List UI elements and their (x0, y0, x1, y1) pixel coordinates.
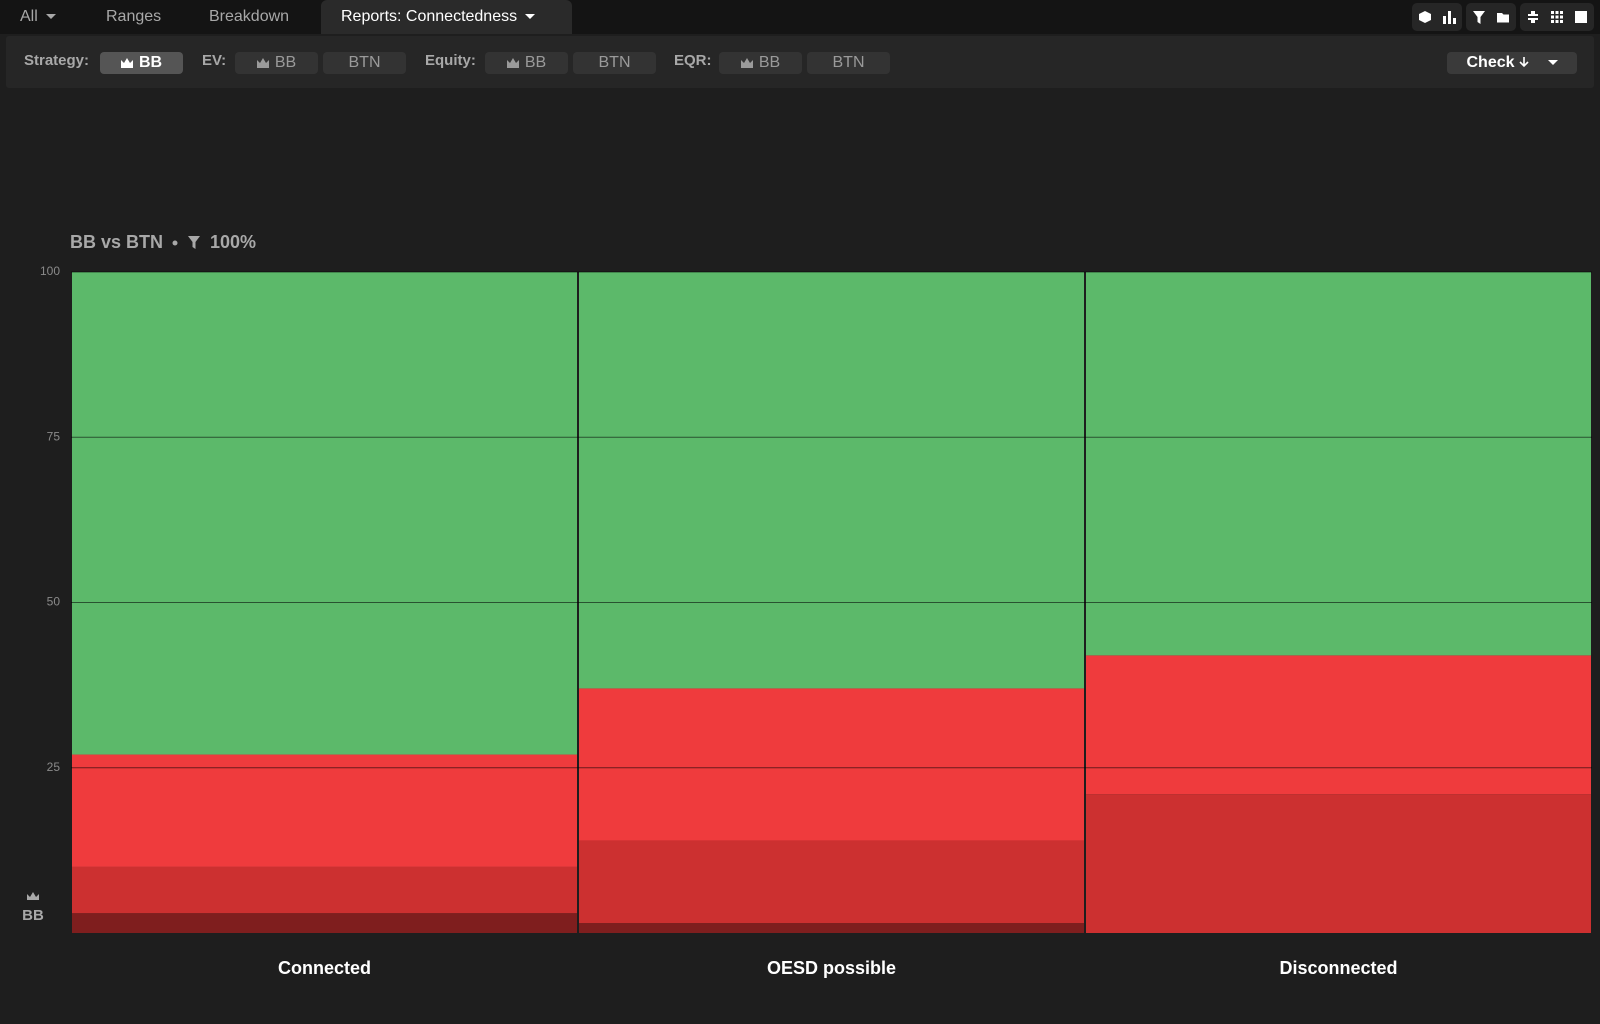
button-label: BTN (832, 54, 865, 71)
bar-segment (72, 754, 577, 867)
equity-button[interactable]: BTN (573, 52, 656, 74)
tab[interactable]: Breakdown (189, 0, 309, 34)
tab[interactable]: Reports: Connectedness (321, 0, 572, 34)
tab[interactable]: Ranges (86, 0, 181, 34)
chart-icon[interactable] (1442, 10, 1456, 24)
toolbar: Strategy: BB EV: BB BTN Equity: BB BTN E… (6, 36, 1594, 88)
action-button[interactable]: Check (1447, 52, 1577, 74)
ev-button[interactable]: BTN (323, 52, 406, 74)
filter-icon (188, 236, 200, 249)
eqr-button[interactable]: BTN (807, 52, 890, 74)
compact-icon[interactable] (1526, 10, 1540, 24)
ev-button[interactable]: BB (235, 52, 318, 74)
chart-title: BB vs BTN (70, 232, 163, 252)
button-label: BB (274, 54, 297, 71)
filter-value: 100% (210, 232, 256, 252)
button-label: BB (524, 54, 547, 71)
y-tick-label: 75 (47, 429, 61, 443)
eqr-button[interactable]: BB (719, 52, 802, 74)
tab-label: Reports: Connectedness (341, 8, 518, 25)
y-tick-label: 25 (47, 760, 61, 774)
cube-icon[interactable] (1418, 10, 1432, 24)
bar-segment (579, 840, 1084, 924)
eqr-label: EQR: (674, 52, 712, 69)
button-label: BTN (348, 54, 381, 71)
bar-segment (1086, 272, 1591, 656)
bar-segment (72, 913, 577, 933)
tab-label: Breakdown (209, 8, 290, 25)
x-tick-label: Connected (278, 958, 371, 978)
square-icon[interactable] (1574, 10, 1588, 24)
ev-label: EV: (202, 52, 227, 69)
player-label: BB (22, 907, 44, 924)
bar-segment (579, 923, 1084, 933)
equity-button[interactable]: BB (485, 52, 568, 74)
x-tick-label: Disconnected (1279, 958, 1397, 978)
tab[interactable]: All (0, 0, 76, 34)
grid-icon[interactable] (1550, 10, 1564, 24)
crown-icon (27, 892, 39, 900)
separator-dot (172, 240, 178, 246)
button-label: BB (138, 54, 163, 71)
x-tick-label: OESD possible (767, 958, 896, 978)
tab-label: Ranges (106, 8, 162, 25)
tab-label: All (20, 8, 38, 25)
strategy-label: Strategy: (24, 52, 90, 69)
filter-icon[interactable] (1472, 10, 1486, 24)
button-label: BTN (598, 54, 631, 71)
tab-bar: All Ranges Breakdown Reports: Connectedn… (0, 0, 1600, 34)
folder-icon[interactable] (1496, 10, 1510, 24)
strategy-button[interactable]: BB (100, 52, 183, 74)
icon-toolbar (1412, 3, 1594, 31)
button-label: BB (758, 54, 781, 71)
y-tick-label: 100 (40, 264, 60, 278)
bar-segment (72, 866, 577, 914)
bar-segment (72, 272, 577, 755)
bar-segment (1086, 655, 1591, 795)
bar-segment (579, 272, 1084, 689)
y-tick-label: 50 (47, 595, 61, 609)
button-label: Check (1466, 54, 1515, 71)
equity-label: Equity: (425, 52, 476, 69)
bar-segment (1086, 794, 1591, 933)
bar-segment (579, 688, 1084, 841)
